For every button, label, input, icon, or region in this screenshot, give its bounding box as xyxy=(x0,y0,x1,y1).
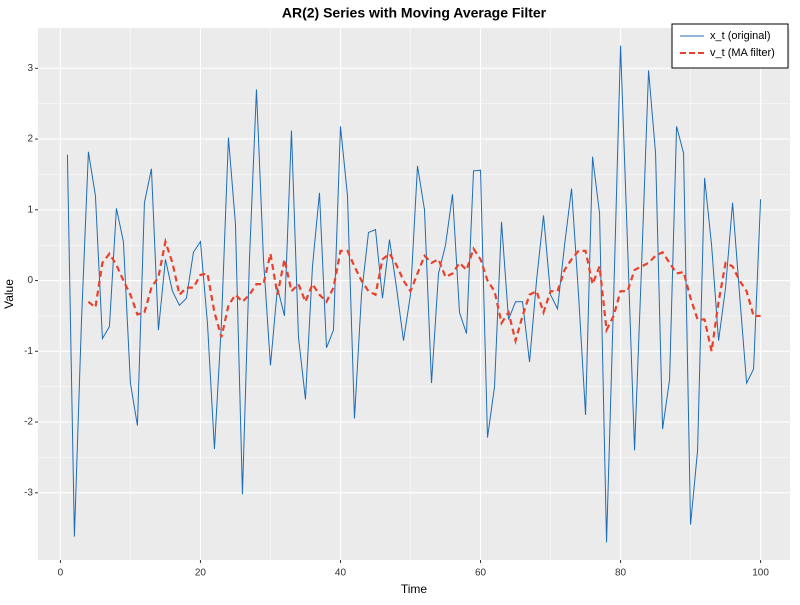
y-tick-label: 3 xyxy=(27,63,33,74)
x-tick-label: 100 xyxy=(752,568,769,579)
legend-box xyxy=(671,23,789,69)
data-line xyxy=(66,45,762,543)
legend-label: x_t (original) xyxy=(710,30,771,42)
y-tick-label: -2 xyxy=(24,417,33,428)
x-tick-label: 80 xyxy=(615,568,627,579)
x-axis-title: Time xyxy=(401,582,428,596)
x-tick-label: 40 xyxy=(335,568,347,579)
y-tick-label: -3 xyxy=(24,487,33,498)
legend-label: v_t (MA filter) xyxy=(710,47,775,59)
data-line xyxy=(87,237,761,352)
chart-title: AR(2) Series with Moving Average Filter xyxy=(282,5,547,21)
legend: x_t (original) v_t (MA filter) xyxy=(671,23,789,69)
y-tick-label: 0 xyxy=(27,275,33,286)
y-tick-label: 1 xyxy=(27,204,33,215)
y-tick-label: -1 xyxy=(24,346,33,357)
x-tick-label: 20 xyxy=(195,568,207,579)
plot-background xyxy=(38,28,790,560)
x-tick-label: 0 xyxy=(58,568,64,579)
y-axis-title: Value xyxy=(2,279,16,309)
x-tick-label: 60 xyxy=(475,568,487,579)
y-tick-label: 2 xyxy=(27,134,33,145)
